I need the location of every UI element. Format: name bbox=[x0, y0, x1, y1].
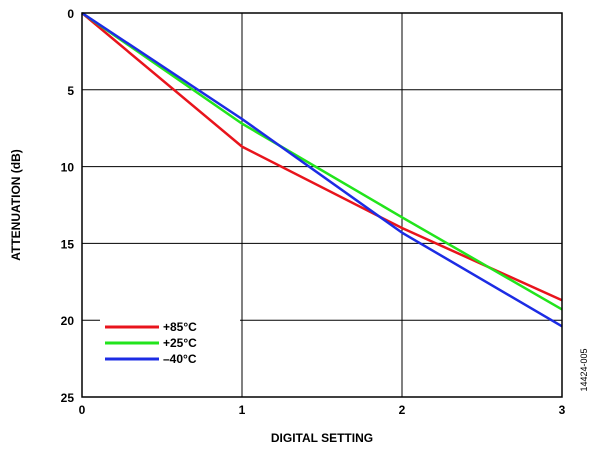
series-line-3 bbox=[81, 11, 563, 328]
x-tick-label: 2 bbox=[399, 403, 406, 417]
y-tick-label: 10 bbox=[61, 161, 75, 175]
series-line-1 bbox=[81, 12, 563, 302]
x-tick-labels: 0 1 2 3 bbox=[79, 403, 566, 417]
x-axis-title: DIGITAL SETTING bbox=[271, 431, 373, 445]
series-line-2 bbox=[81, 11, 563, 311]
y-axis-title: ATTENUATION (dB) bbox=[9, 149, 23, 261]
y-tick-label: 0 bbox=[67, 7, 74, 21]
legend: +85°C +25°C –40°C bbox=[100, 317, 240, 367]
x-tick-label: 3 bbox=[559, 403, 566, 417]
legend-label: –40°C bbox=[163, 352, 197, 366]
x-tick-label: 0 bbox=[79, 403, 86, 417]
legend-label: +85°C bbox=[163, 320, 197, 334]
y-tick-label: 15 bbox=[61, 237, 75, 251]
figure-id: 14424-005 bbox=[579, 348, 589, 391]
series-lines bbox=[81, 11, 563, 328]
y-tick-label: 20 bbox=[61, 314, 75, 328]
y-tick-labels: 0 5 10 15 20 25 bbox=[61, 7, 75, 405]
x-tick-label: 1 bbox=[239, 403, 246, 417]
legend-label: +25°C bbox=[163, 336, 197, 350]
y-tick-label: 25 bbox=[61, 391, 75, 405]
y-tick-label: 5 bbox=[67, 84, 74, 98]
plot-frame bbox=[81, 12, 563, 398]
